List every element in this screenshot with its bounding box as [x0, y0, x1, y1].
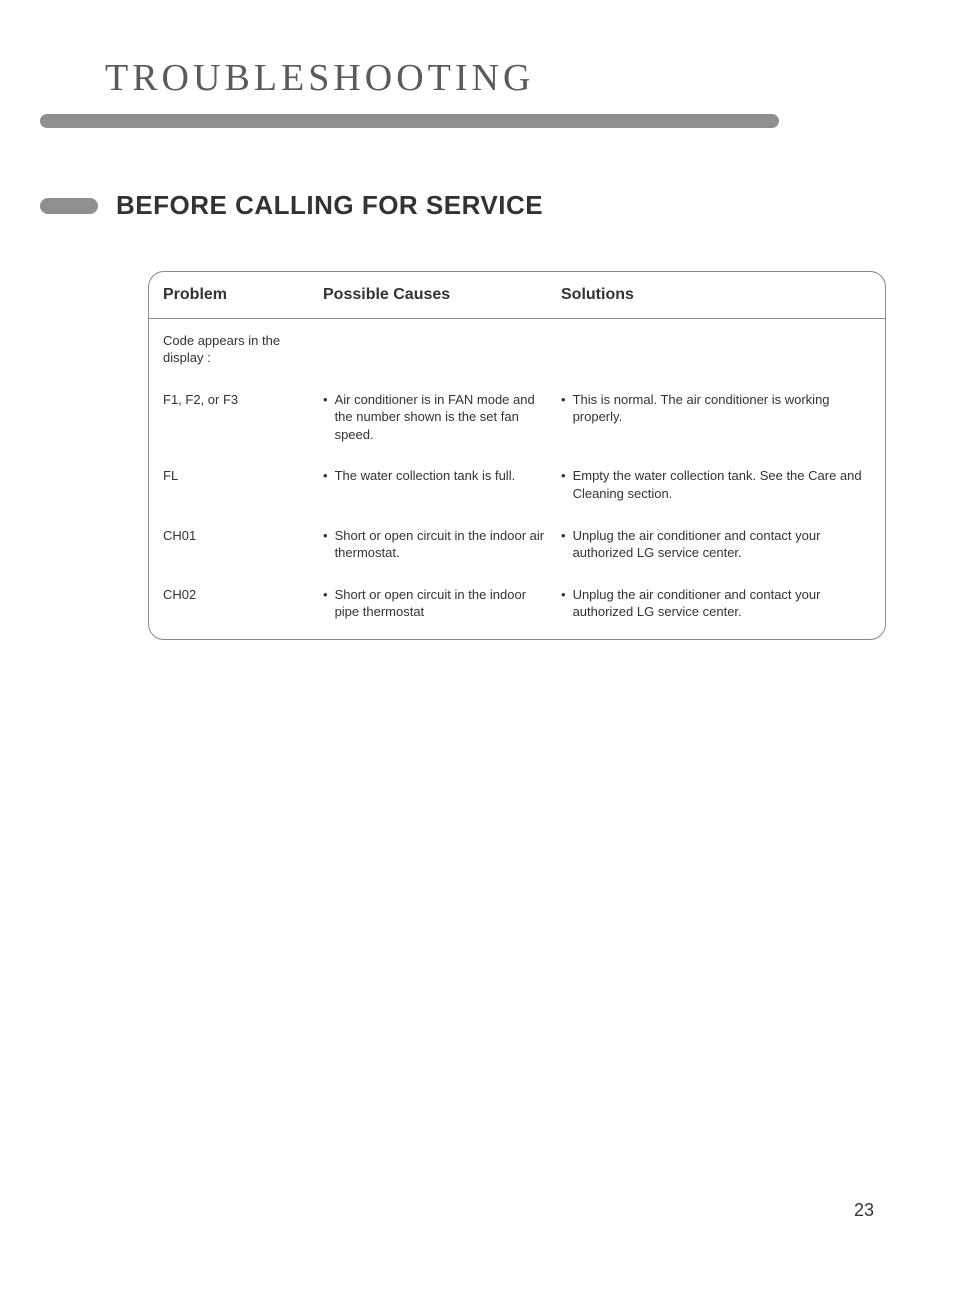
- troubleshooting-table: Problem Possible Causes Solutions Code a…: [148, 271, 886, 640]
- page-title: TROUBLESHOOTING: [105, 56, 954, 100]
- bullet-icon: •: [561, 527, 566, 562]
- problem-cell: FL: [163, 467, 323, 502]
- title-divider-bar: [40, 114, 779, 128]
- cause-cell: • The water collection tank is full.: [323, 467, 561, 502]
- table-header-row: Problem Possible Causes Solutions: [149, 272, 885, 319]
- solution-text: Empty the water collection tank. See the…: [573, 467, 871, 502]
- solution-cell: • Empty the water collection tank. See t…: [561, 467, 871, 502]
- cause-cell: • Short or open circuit in the indoor pi…: [323, 586, 561, 621]
- bullet-icon: •: [323, 467, 328, 502]
- page-number: 23: [854, 1200, 874, 1221]
- table-row: FL • The water collection tank is full. …: [163, 467, 871, 502]
- problem-cell: CH02: [163, 586, 323, 621]
- column-header-problem: Problem: [163, 286, 323, 304]
- solution-cell: • This is normal. The air conditioner is…: [561, 391, 871, 444]
- bullet-icon: •: [323, 391, 328, 444]
- section-pill-icon: [40, 198, 98, 214]
- table-row: F1, F2, or F3 • Air conditioner is in FA…: [163, 391, 871, 444]
- solution-text: Unplug the air conditioner and contact y…: [573, 527, 871, 562]
- cause-text: Short or open circuit in the indoor pipe…: [335, 586, 549, 621]
- solution-cell: • Unplug the air conditioner and contact…: [561, 527, 871, 562]
- section-heading: BEFORE CALLING FOR SERVICE: [116, 190, 543, 221]
- table-row: CH02 • Short or open circuit in the indo…: [163, 586, 871, 621]
- problem-cell: CH01: [163, 527, 323, 562]
- bullet-icon: •: [323, 586, 328, 621]
- column-header-causes: Possible Causes: [323, 286, 561, 304]
- cause-text: The water collection tank is full.: [335, 467, 516, 502]
- table-body: Code appears in the display : F1, F2, or…: [149, 319, 885, 639]
- solution-text: This is normal. The air conditioner is w…: [573, 391, 871, 444]
- column-header-solutions: Solutions: [561, 286, 871, 304]
- bullet-icon: •: [561, 391, 566, 444]
- cause-cell: • Air conditioner is in FAN mode and the…: [323, 391, 561, 444]
- problem-intro-text: Code appears in the display :: [163, 333, 323, 367]
- table-row: CH01 • Short or open circuit in the indo…: [163, 527, 871, 562]
- solution-cell: • Unplug the air conditioner and contact…: [561, 586, 871, 621]
- section-heading-row: BEFORE CALLING FOR SERVICE: [40, 190, 954, 221]
- bullet-icon: •: [323, 527, 328, 562]
- problem-cell: F1, F2, or F3: [163, 391, 323, 444]
- bullet-icon: •: [561, 467, 566, 502]
- cause-text: Air conditioner is in FAN mode and the n…: [335, 391, 549, 444]
- cause-text: Short or open circuit in the indoor air …: [335, 527, 549, 562]
- bullet-icon: •: [561, 586, 566, 621]
- solution-text: Unplug the air conditioner and contact y…: [573, 586, 871, 621]
- cause-cell: • Short or open circuit in the indoor ai…: [323, 527, 561, 562]
